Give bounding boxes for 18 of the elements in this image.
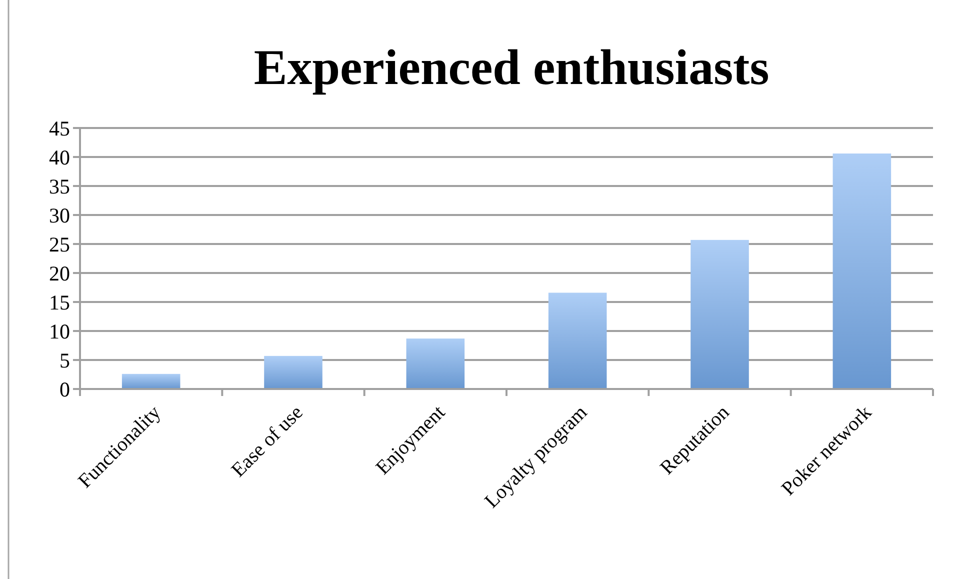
y-tick-label: 15 xyxy=(49,290,70,314)
x-tick-label: Ease of use xyxy=(227,401,308,482)
y-tick-label: 40 xyxy=(49,145,70,170)
y-tick-label: 25 xyxy=(49,232,70,256)
bar xyxy=(122,374,180,389)
y-tick-label: 0 xyxy=(60,377,70,402)
y-tick-label: 5 xyxy=(60,348,70,372)
y-tick-label: 45 xyxy=(49,116,70,140)
y-tick-label: 35 xyxy=(49,174,70,198)
bar xyxy=(264,356,322,389)
y-tick-label: 20 xyxy=(49,261,70,286)
y-tick-label: 10 xyxy=(49,319,70,344)
bar xyxy=(690,240,749,389)
bar xyxy=(406,338,465,389)
y-tick-label: 30 xyxy=(49,203,70,228)
bar xyxy=(548,292,607,389)
chart-title: Experienced enthusiasts xyxy=(254,39,770,95)
bar xyxy=(832,154,892,389)
